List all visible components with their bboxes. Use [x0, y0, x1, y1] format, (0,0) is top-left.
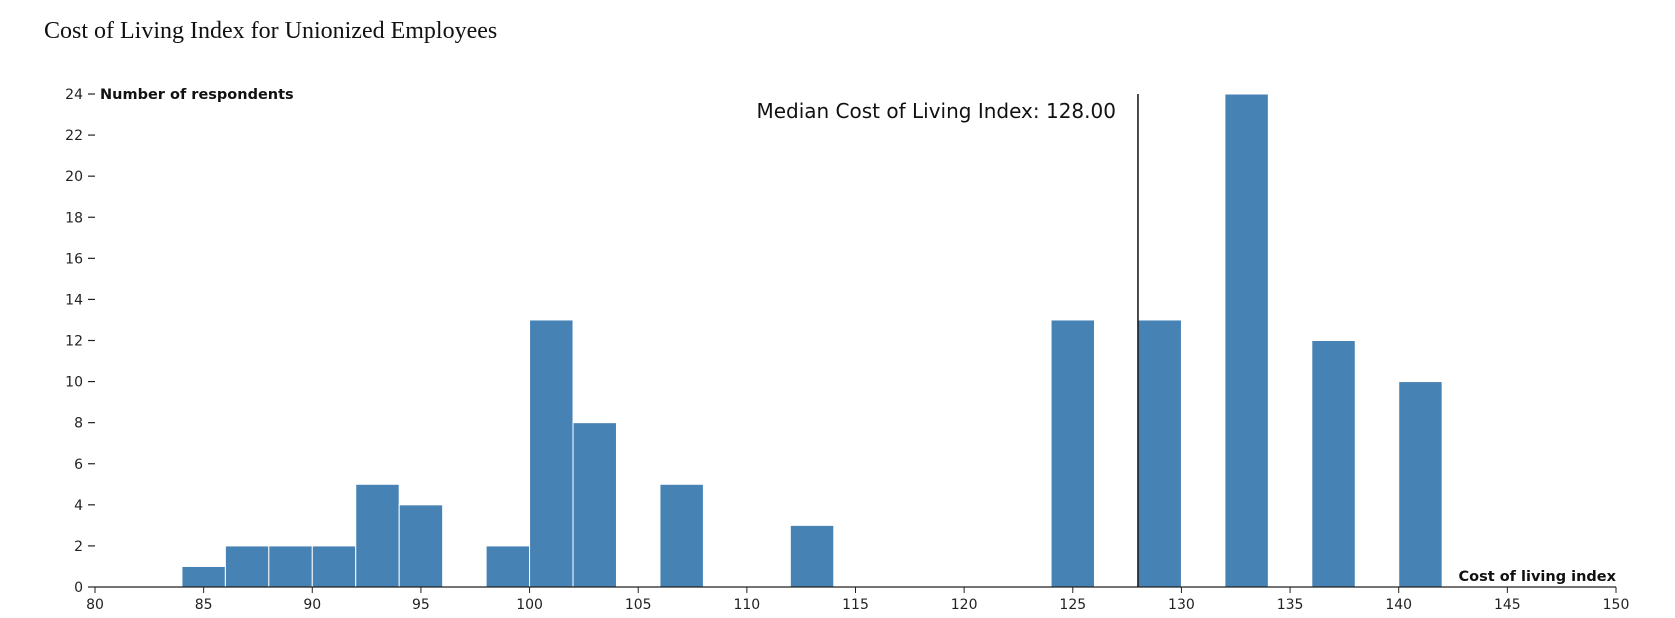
y-tick-label: 8 [74, 416, 83, 432]
y-tick-label: 14 [65, 292, 83, 308]
x-tick-label: 135 [1277, 597, 1304, 613]
y-tick-label: 2 [74, 539, 83, 555]
histogram-bar-102-104 [572, 422, 617, 588]
histogram-bar-84-86 [181, 565, 226, 588]
histogram-bar-136-138 [1311, 340, 1356, 588]
y-tick-label: 12 [65, 334, 83, 350]
histogram-bar-100-102 [529, 319, 574, 588]
median-marker: Median Cost of Living Index: 128.00 [756, 94, 1139, 587]
histogram-bar-128-130 [1137, 319, 1182, 588]
y-tick-label: 16 [65, 251, 83, 267]
histogram-bar-106-108 [659, 483, 704, 588]
x-tick-label: 80 [86, 597, 104, 613]
histogram-bar-94-96 [398, 504, 444, 588]
y-tick-label: 22 [65, 128, 83, 144]
x-tick-label: 130 [1168, 597, 1195, 613]
x-tick-label: 110 [733, 597, 760, 613]
x-tick-label: 115 [842, 597, 869, 613]
histogram-bar-92-94 [355, 483, 400, 588]
y-tick-label: 6 [74, 457, 83, 473]
x-tick-label: 105 [625, 597, 652, 613]
histogram-bar-98-100 [485, 545, 531, 588]
bars-group [181, 93, 1443, 588]
x-axis-title: Cost of living index [1458, 569, 1616, 585]
histogram-bar-140-142 [1398, 381, 1443, 588]
median-label: Median Cost of Living Index: 128.00 [756, 99, 1116, 123]
x-tick-label: 140 [1385, 597, 1412, 613]
histogram-bar-112-114 [789, 524, 835, 588]
y-tick-label: 10 [65, 375, 83, 391]
y-tick-label: 18 [65, 210, 83, 226]
x-tick-label: 90 [303, 597, 321, 613]
x-axis: 80 85 90 95 100 105 110 115 120 125 130 135 140 145 15… [86, 586, 1630, 613]
y-tick-label: 24 [65, 87, 83, 103]
x-tick-label: 95 [412, 597, 430, 613]
x-tick-label: 85 [195, 597, 213, 613]
histogram-bar-90-92 [311, 545, 357, 588]
x-tick-label: 125 [1059, 597, 1086, 613]
x-tick-label: 100 [516, 597, 543, 613]
y-tick-label: 4 [74, 498, 83, 514]
chart-title: Cost of Living Index for Unionized Emplo… [44, 18, 498, 44]
x-tick-label: 145 [1494, 597, 1521, 613]
x-tick-label: 150 [1603, 597, 1630, 613]
x-tick-label: 120 [951, 597, 978, 613]
histogram-bar-124-126 [1050, 319, 1096, 588]
histogram-bar-88-90 [268, 545, 313, 588]
y-tick-label: 0 [74, 580, 83, 596]
histogram-bar-86-88 [224, 545, 270, 588]
y-tick-label: 20 [65, 169, 83, 185]
y-axis-title: Number of respondents [100, 87, 294, 103]
histogram-bar-132-134 [1224, 93, 1269, 588]
